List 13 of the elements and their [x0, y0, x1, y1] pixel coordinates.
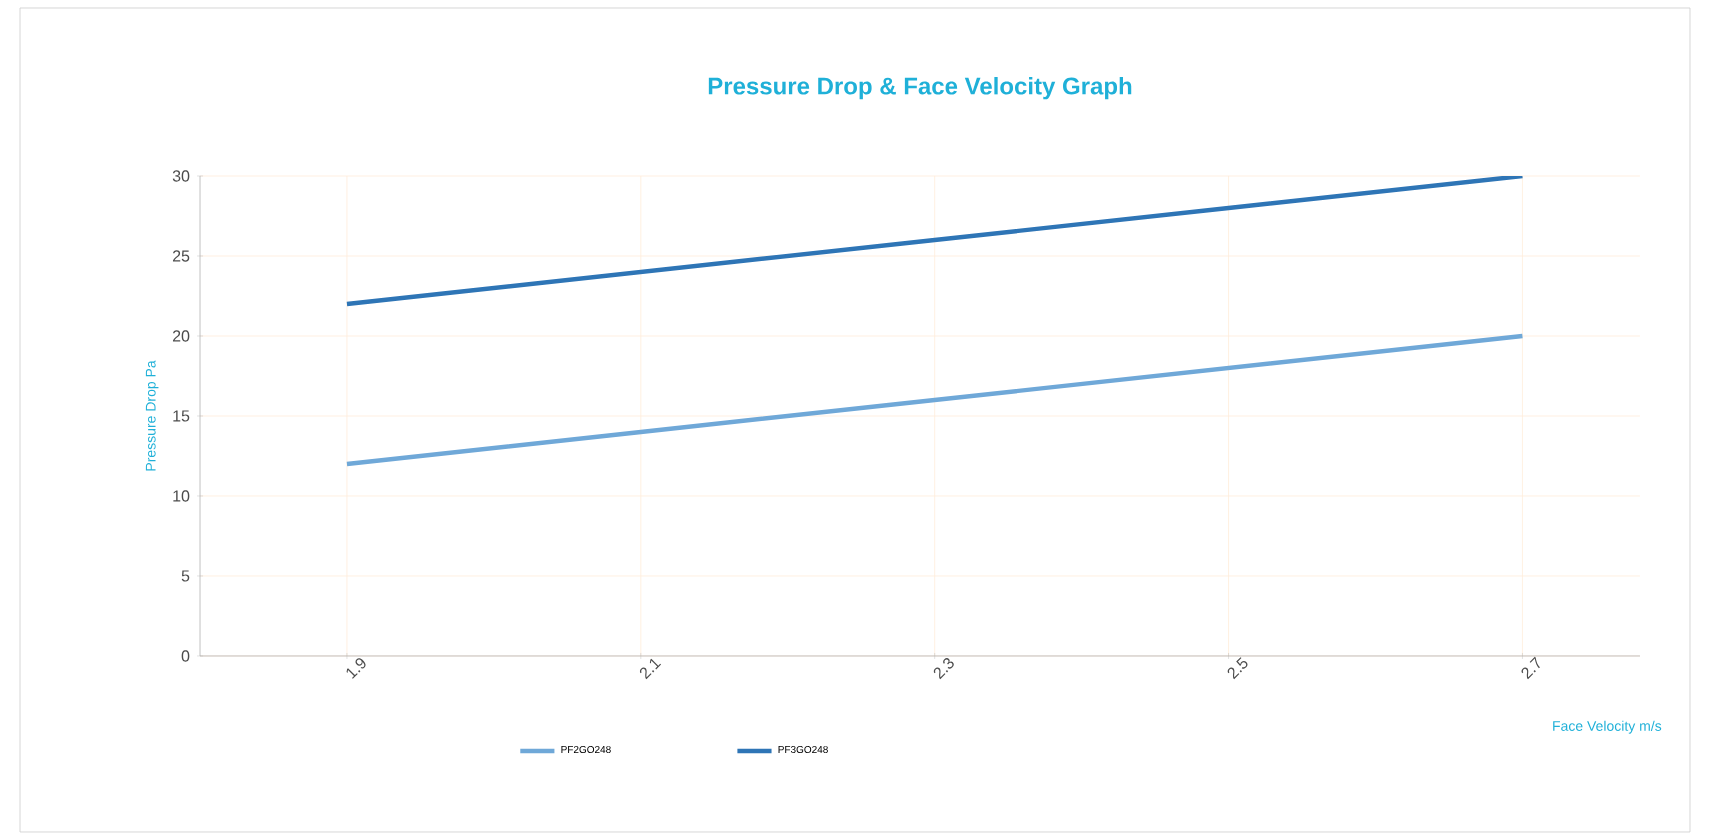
x-tick-label: 2.1 — [639, 658, 662, 680]
y-tick-label: 0 — [181, 650, 190, 662]
x-tick-label: 2.7 — [1521, 656, 1540, 680]
y-tick-label: 20 — [172, 330, 190, 342]
y-tick-label: 30 — [172, 170, 190, 182]
x-tick-label: 1.9 — [346, 658, 366, 679]
x-tick-label: 2.5 — [1227, 657, 1248, 680]
y-tick-label: 25 — [172, 250, 190, 262]
y-tick-label: 5 — [181, 570, 190, 582]
x-tick-label: 2.3 — [933, 658, 954, 680]
y-tick-label: 15 — [173, 410, 190, 422]
chart-title: Pressure Drop & Face Velocity Graph — [708, 76, 1132, 100]
y-tick-label: 10 — [173, 490, 190, 502]
